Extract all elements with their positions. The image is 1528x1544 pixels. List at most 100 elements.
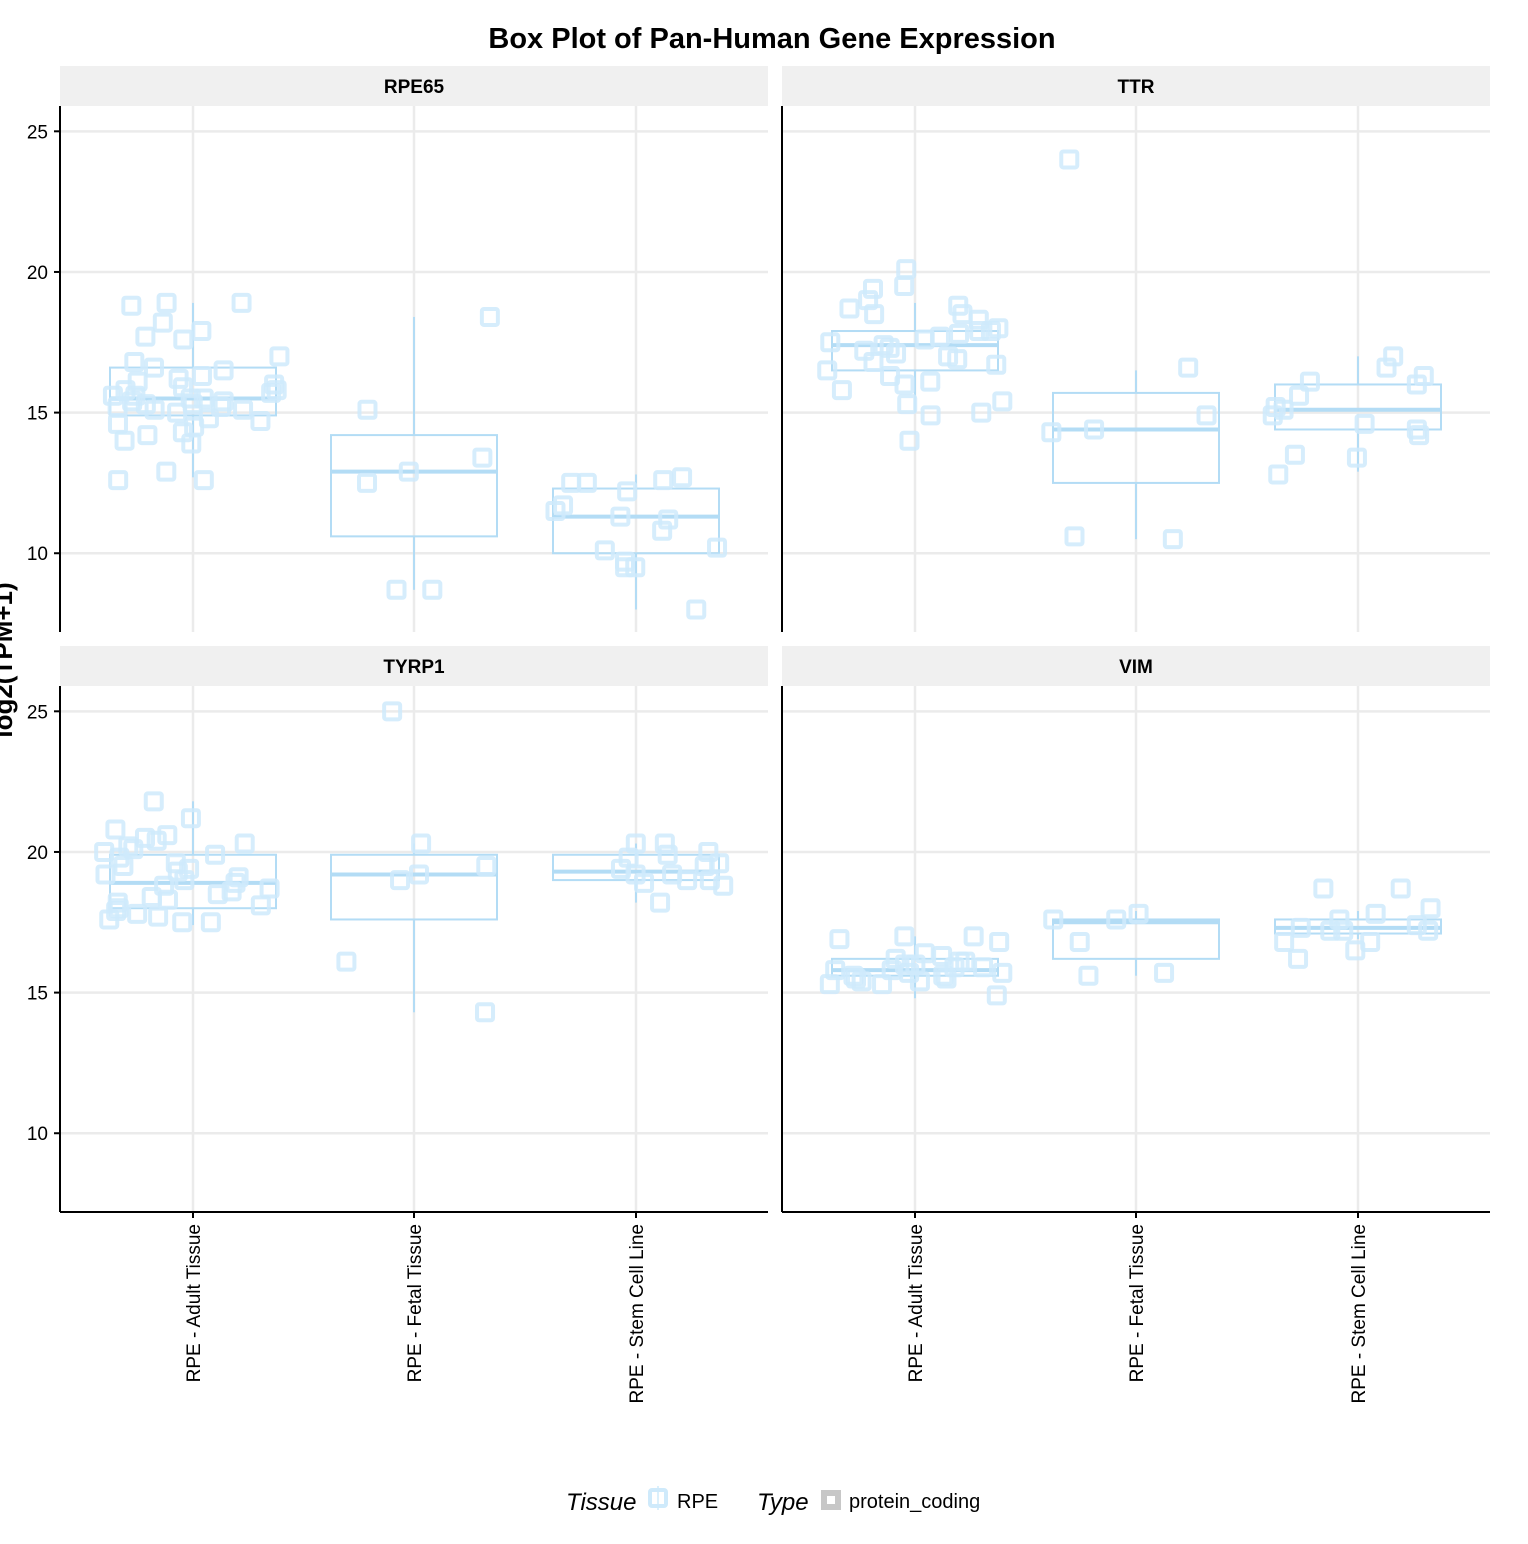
data-point xyxy=(933,965,954,986)
data-point xyxy=(894,926,915,947)
box-rpe-stem-cell-line xyxy=(1274,878,1442,969)
data-point xyxy=(172,912,193,933)
data-point xyxy=(1320,920,1341,941)
data-point xyxy=(652,520,673,541)
data-point xyxy=(894,276,915,297)
facet-strip-label: TTR xyxy=(1118,77,1155,98)
data-point xyxy=(819,974,840,995)
box-rpe-adult-tissue xyxy=(94,791,280,933)
data-point xyxy=(1406,374,1427,395)
data-point xyxy=(851,971,872,992)
data-point xyxy=(820,332,841,353)
data-point xyxy=(1346,447,1367,468)
legend-type-title: Type xyxy=(757,1489,809,1516)
data-point xyxy=(157,889,178,910)
data-point xyxy=(99,909,120,930)
data-point xyxy=(634,872,655,893)
data-point xyxy=(107,413,128,434)
data-point xyxy=(936,968,957,989)
data-point xyxy=(1313,878,1334,899)
data-point xyxy=(1406,419,1427,440)
data-point xyxy=(992,962,1013,983)
y-axis-label: log2(TPM+1) xyxy=(0,582,18,737)
data-point xyxy=(657,844,678,865)
y-tick-label: 10 xyxy=(27,1124,48,1145)
box-rpe-adult-tissue xyxy=(102,292,290,491)
data-point xyxy=(173,329,194,350)
data-point xyxy=(594,540,615,561)
data-point xyxy=(234,833,255,854)
data-point xyxy=(831,380,852,401)
box-body xyxy=(1052,918,1220,960)
data-point xyxy=(174,870,195,891)
data-point xyxy=(654,833,675,854)
data-point xyxy=(686,599,707,620)
data-point xyxy=(472,447,493,468)
data-point xyxy=(156,292,177,313)
data-point xyxy=(182,394,203,415)
data-point xyxy=(1154,962,1175,983)
box-body xyxy=(1052,391,1220,484)
data-point xyxy=(864,304,885,325)
facet-strip-label: VIM xyxy=(1119,657,1153,678)
data-point xyxy=(1299,371,1320,392)
data-point xyxy=(973,957,994,978)
data-point xyxy=(625,557,646,578)
box-rpe-stem-cell-line xyxy=(552,833,734,913)
data-point xyxy=(191,366,212,387)
box-body xyxy=(330,853,498,921)
data-point xyxy=(207,884,228,905)
data-point xyxy=(233,399,254,420)
data-point xyxy=(476,856,497,877)
data-point xyxy=(615,551,636,572)
facet-panel-tyrp1: TYRP1 10 15 20 25 RPE - Adult Tissue RPE - Fet… xyxy=(27,646,768,1404)
facet-strip-label: RPE65 xyxy=(384,77,445,98)
x-tick-label: RPE - Adult Tissue xyxy=(906,1224,927,1382)
x-tick-label: RPE - Stem Cell Line xyxy=(1349,1224,1370,1404)
data-point xyxy=(1196,405,1217,426)
box-rpe-stem-cell-line xyxy=(545,467,728,620)
data-point xyxy=(422,579,443,600)
data-point xyxy=(1284,444,1305,465)
data-point xyxy=(113,856,134,877)
y-tick-label: 10 xyxy=(27,544,48,565)
data-point xyxy=(677,870,698,891)
y-tick-label: 20 xyxy=(27,843,48,864)
data-point xyxy=(1162,529,1183,550)
data-point xyxy=(479,306,500,327)
data-point xyxy=(198,408,219,429)
data-point xyxy=(411,833,432,854)
data-point xyxy=(105,819,126,840)
facet-strip xyxy=(60,66,768,106)
data-point xyxy=(653,470,674,491)
data-point xyxy=(121,295,142,316)
box-rpe-fetal-tissue xyxy=(1041,149,1220,550)
data-point xyxy=(920,405,941,426)
data-point xyxy=(989,931,1010,952)
data-point xyxy=(899,430,920,451)
legend: Tissue RPE Type protein_coding xyxy=(566,1486,980,1516)
data-point xyxy=(102,385,123,406)
data-point xyxy=(896,259,917,280)
data-point xyxy=(1262,405,1283,426)
data-point xyxy=(193,388,214,409)
data-point xyxy=(143,791,164,812)
data-point xyxy=(980,321,1001,342)
data-point xyxy=(180,808,201,829)
box-rpe-adult-tissue xyxy=(817,259,1013,451)
data-point xyxy=(172,422,193,443)
data-point xyxy=(124,351,145,372)
data-point xyxy=(148,906,169,927)
y-tick-label: 15 xyxy=(27,404,48,425)
data-point xyxy=(179,858,200,879)
data-point xyxy=(114,430,135,451)
data-point xyxy=(1420,898,1441,919)
data-point xyxy=(266,380,287,401)
data-point xyxy=(1365,903,1386,924)
data-point xyxy=(650,892,671,913)
data-point xyxy=(221,881,242,902)
data-point xyxy=(250,895,271,916)
data-point xyxy=(1290,917,1311,938)
data-point xyxy=(1064,526,1085,547)
